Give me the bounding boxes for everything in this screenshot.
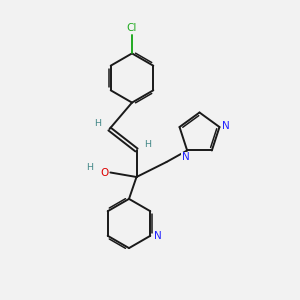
Text: N: N <box>154 231 162 241</box>
Text: H: H <box>144 140 152 149</box>
Text: H: H <box>86 164 93 172</box>
Text: O: O <box>100 167 109 178</box>
Text: N: N <box>222 121 229 130</box>
Text: Cl: Cl <box>127 23 137 33</box>
Text: N: N <box>182 152 190 162</box>
Text: H: H <box>94 119 102 128</box>
